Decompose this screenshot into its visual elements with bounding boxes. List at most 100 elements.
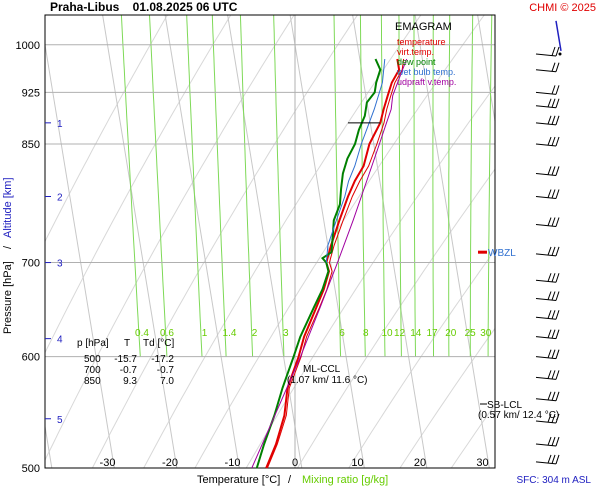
wind-barb-flag (551, 370, 556, 380)
wbzl-label: WBZL (488, 248, 516, 259)
mixing-ratio-line (487, 15, 493, 357)
wind-barb-flag (551, 291, 556, 301)
mixing-ratio-label: 8 (363, 328, 369, 339)
wind-barb-staff (535, 279, 557, 283)
legend-item: virt.temp. (397, 47, 434, 57)
wind-barb-icon (535, 189, 560, 199)
wind-barb-staff (535, 53, 557, 57)
legend-item: temperature (397, 37, 446, 47)
table-cell: 700 (84, 365, 101, 376)
surface-wind-dot (558, 52, 562, 56)
ml-ccl-label: ML-CCL (303, 364, 341, 375)
wind-barb-flag (551, 454, 556, 464)
mixing-ratio-label: 17 (426, 328, 438, 339)
dry-adiabat-line (297, 168, 495, 468)
wind-barb-flag (547, 291, 552, 300)
wind-barb-staff (535, 461, 557, 465)
wind-barb-flag (555, 413, 560, 424)
altitude-tick-label: 1 (57, 119, 63, 130)
wind-barb-staff (535, 336, 557, 340)
wind-barb-flag (551, 62, 556, 72)
mixing-ratio-line (239, 15, 254, 357)
mixing-ratio-label: 0.6 (160, 328, 174, 339)
mixing-ratio-label: 30 (480, 328, 492, 339)
dry-adiabat-line (399, 327, 495, 468)
temperature-tick-label: 20 (414, 457, 426, 469)
dry-adiabat-line (348, 249, 495, 468)
wind-barb-staff (535, 316, 557, 320)
pressure-tick-label: 925 (22, 87, 40, 99)
wind-barb-flag (547, 454, 552, 464)
dry-adiabat-line (194, 15, 485, 468)
wind-barb-flag (547, 329, 552, 339)
mixing-ratio-label: 3 (283, 328, 289, 339)
pressure-tick-label: 700 (22, 258, 40, 270)
wind-barb-icon (535, 370, 560, 380)
wind-barb-flag (555, 436, 560, 447)
wind-barb-flag (555, 329, 560, 339)
wind-barb-staff (535, 443, 557, 447)
wind-barb-staff (535, 253, 557, 257)
x-axis-label: Temperature [°C] (197, 474, 280, 486)
altitude-tick-label: 4 (57, 335, 63, 346)
table-cell: -17.2 (151, 354, 174, 365)
table-cell: 850 (84, 376, 101, 387)
mixing-ratio-line (380, 15, 386, 357)
wind-barb-flag (547, 98, 552, 108)
wind-barb-flag (551, 166, 556, 176)
wind-barb-flag (555, 454, 560, 465)
isotherm-line (45, 41, 115, 468)
station-title: Praha-Libus 01.08.2025 06 UTC (50, 0, 238, 14)
wind-barb-flag (555, 217, 560, 227)
wind-barb-flag (551, 85, 556, 95)
wind-barb-icon (535, 391, 560, 402)
table-cell: 9.3 (123, 376, 137, 387)
dry-adiabat-line (45, 15, 232, 354)
wind-barb-flag (555, 98, 560, 108)
isotherm-line (227, 15, 303, 468)
mixing-ratio-line (211, 15, 227, 357)
temperature-tick-label: -20 (162, 457, 178, 469)
mixing-ratio-line (273, 15, 285, 357)
wind-barb-flag (555, 349, 560, 359)
wind-barb-flag (551, 115, 556, 125)
pressure-tick-label: 1000 (16, 40, 40, 52)
wind-barb-flag (555, 370, 560, 380)
mixing-ratio-line (186, 15, 203, 357)
table-header: Td [°C] (143, 338, 174, 349)
series-line-virt-temp (266, 58, 405, 469)
isotherm-line (414, 15, 490, 468)
wind-barb-flag (555, 273, 560, 283)
temperature-tick-label: 10 (351, 457, 363, 469)
legend-title: EMAGRAM (395, 21, 452, 33)
mixing-ratio-label: 14 (410, 328, 422, 339)
isotherm-line (164, 15, 240, 468)
temperature-tick-label: -10 (225, 457, 241, 469)
wind-barb-flag (547, 115, 552, 125)
y-axis-label: Pressure [hPa] (2, 261, 14, 334)
mixing-ratio-label: 1 (202, 328, 208, 339)
wind-barb-staff (535, 69, 557, 73)
wind-barb-icon (535, 85, 560, 95)
wind-barb-flag (551, 98, 556, 108)
wind-barb-icon (535, 115, 560, 126)
mixing-ratio-label: 6 (339, 328, 345, 339)
wind-barb-icon (535, 436, 560, 447)
pressure-tick-label: 500 (22, 463, 40, 475)
wind-barb-staff (535, 172, 557, 176)
series-line-udpraft-v-temp (251, 58, 408, 469)
wind-barb-flag (555, 85, 560, 95)
pressure-tick-label: 850 (22, 139, 40, 151)
mixing-ratio-label: 20 (445, 328, 457, 339)
wind-barb-icon (535, 217, 560, 228)
plot-grid (45, 15, 495, 468)
mixing-ratio-line (432, 15, 434, 357)
wind-barb-icon (535, 291, 560, 301)
wind-barb-staff (535, 420, 557, 424)
surface-wind-line (555, 20, 562, 52)
temperature-tick-label: 0 (292, 457, 298, 469)
wind-barb-staff (535, 356, 557, 360)
mixing-ratio-label: 25 (465, 328, 477, 339)
wind-barb-flag (555, 62, 560, 72)
